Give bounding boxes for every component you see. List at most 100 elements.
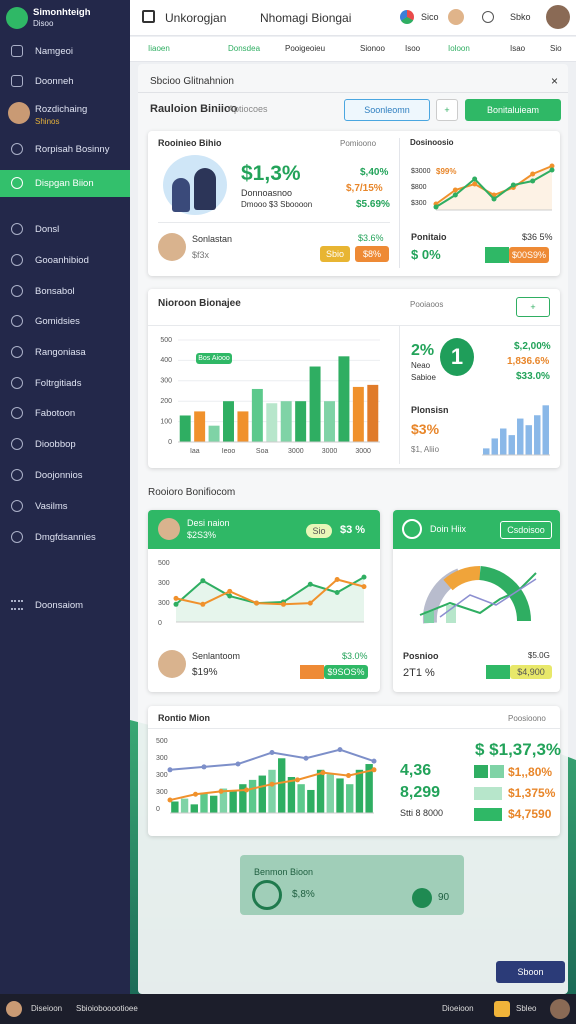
foot-label: Ponitaio (411, 232, 447, 242)
card-corner: Poosioono (508, 714, 546, 723)
foot-value: 2T1 % (403, 667, 435, 679)
big-value: 2% (411, 342, 435, 359)
bar (171, 801, 179, 813)
avatar (158, 518, 180, 540)
icon (494, 1001, 510, 1017)
point (472, 181, 478, 187)
nav-item: Doonneh (35, 76, 74, 87)
icon (402, 519, 422, 539)
point (433, 204, 439, 210)
button[interactable]: Soonleomn (344, 99, 430, 121)
tab[interactable]: Sionoo (360, 44, 385, 53)
nav-item: Namgeoi (35, 46, 74, 57)
point (371, 767, 377, 773)
brand-sub: Disoo (33, 19, 54, 28)
menu: Sbko (510, 12, 531, 22)
save-button[interactable]: Sboon (496, 961, 565, 983)
point (371, 758, 377, 764)
point (200, 601, 206, 607)
nav-item: Rangoniasa (35, 347, 86, 358)
y-tick-label: 200 (160, 398, 172, 405)
badge: $8% (355, 246, 389, 262)
card-header (148, 510, 380, 549)
bar (287, 777, 296, 813)
close[interactable]: × (551, 74, 559, 88)
stat: $,2,00% (514, 341, 551, 352)
badge: Sio (306, 524, 332, 538)
foot-right: $5.0G (528, 651, 550, 660)
big-value: $1,3% (241, 162, 301, 185)
label: Sabioe (411, 373, 436, 382)
swatch (474, 765, 488, 778)
nav-icon (11, 254, 23, 266)
point (269, 781, 275, 787)
nav-icon (11, 407, 23, 419)
tab[interactable]: Iiaoen (148, 44, 170, 53)
bar (316, 769, 325, 813)
illustration-person (172, 178, 190, 212)
point (491, 196, 497, 202)
stat: 1,836.6% (507, 356, 550, 367)
profile-name: Rozdichaing (35, 104, 88, 115)
bottom-left: Diseioon (31, 1004, 63, 1013)
nav-icon (11, 177, 23, 189)
bar (326, 774, 334, 813)
tab-bar: Iiaoen Donsdea Pooigeoieu Sionoo Isoo Ioloon I… (130, 37, 576, 62)
icon-button[interactable]: + (436, 99, 458, 121)
card-sub: $2S3% (187, 530, 217, 540)
big-value: $ $1,37,3% (475, 740, 562, 759)
sidebar: Simonhteigh Disoo Rozdichaing Shinos Nam… (0, 0, 130, 994)
point (334, 577, 340, 583)
tab[interactable]: Donsdea (228, 44, 261, 53)
bar (491, 438, 498, 455)
ghost-title: Benmon Bioon (254, 867, 314, 877)
heading: Rauloion Biniioo (150, 103, 238, 115)
person-sub: $19% (192, 667, 218, 678)
tab[interactable]: Isao (510, 44, 526, 53)
card-title: Doin Hiix (430, 524, 467, 534)
ghost-value: $,8% (292, 889, 315, 900)
bar (352, 386, 364, 442)
point (218, 788, 224, 794)
nav-icon (11, 223, 23, 235)
point (235, 761, 241, 767)
topbar: Unkorogjan Nhomagi Biongai Sico Sbko (130, 0, 576, 36)
bar (295, 401, 307, 442)
tab[interactable]: Pooigeoieu (285, 44, 326, 53)
stat: $4,7590 (508, 807, 552, 821)
stat: $33.0% (516, 371, 550, 382)
settings-icon (482, 11, 494, 23)
nav-icon (11, 469, 23, 481)
avatar (6, 1001, 22, 1017)
area (176, 577, 364, 622)
avatar (8, 102, 30, 124)
tab[interactable]: Sio (550, 44, 562, 53)
point (280, 601, 286, 607)
button[interactable]: Bonitaluieam (465, 99, 561, 121)
stat: $1,,80% (508, 765, 553, 779)
point (452, 192, 458, 198)
menu-icon (142, 10, 155, 23)
tab[interactable]: Ioloon (448, 44, 470, 53)
bar (278, 758, 286, 813)
point (307, 600, 313, 606)
swatch (474, 808, 502, 821)
card-title: Dosinoosio (410, 138, 454, 147)
nav-icon (11, 438, 23, 450)
bar (525, 425, 532, 455)
app-icon (400, 10, 414, 24)
card-title: Rontio Mion (158, 713, 210, 723)
button[interactable]: Csdoisoo (500, 521, 552, 539)
point (173, 595, 179, 601)
divider (148, 728, 560, 729)
tab[interactable]: Isoo (405, 44, 421, 53)
user-avatar (448, 9, 464, 25)
person: Senlantoom (192, 651, 241, 661)
nav-item: Gomidsies (35, 316, 80, 327)
card-title: Rooinieo Bihio (158, 138, 222, 148)
axis-label: 300 (156, 789, 168, 796)
bar (266, 403, 278, 442)
section-title: Rooioro Bonifiocom (148, 487, 236, 498)
icon-button[interactable]: + (516, 297, 550, 317)
